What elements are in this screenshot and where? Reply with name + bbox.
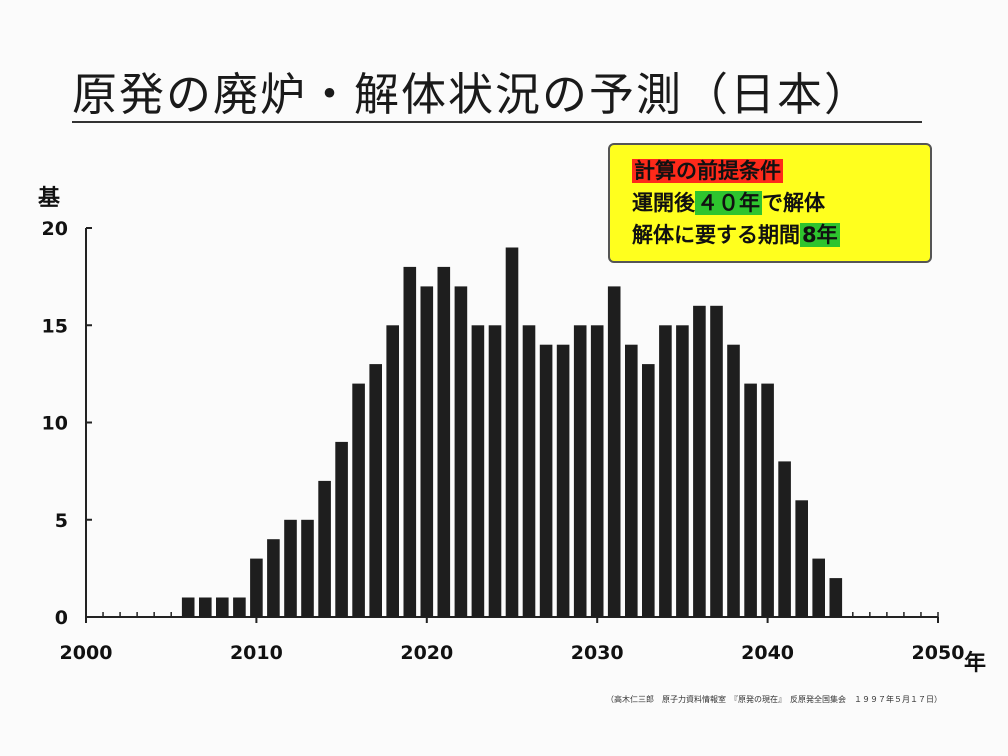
assumption-2-prefix: 解体に要する期間 bbox=[632, 223, 800, 247]
bar-2034 bbox=[659, 325, 672, 618]
assumption-1-prefix: 運開後 bbox=[632, 191, 695, 215]
bar-2043 bbox=[812, 558, 825, 617]
bar-2025 bbox=[505, 247, 519, 617]
bar-2017 bbox=[369, 364, 382, 617]
bar-2038 bbox=[727, 344, 740, 617]
bar-2032 bbox=[625, 344, 638, 617]
bar-2015 bbox=[335, 441, 348, 617]
bar-2019 bbox=[403, 266, 417, 617]
assumptions-box: 計算の前提条件 運開後４０年で解体 解体に要する期間8年 bbox=[608, 143, 932, 263]
bar-2029 bbox=[573, 325, 587, 618]
y-tick-label: 10 bbox=[42, 413, 68, 435]
y-tick-label: 20 bbox=[42, 218, 68, 240]
bar-2037 bbox=[710, 305, 723, 617]
bar-2030 bbox=[590, 325, 604, 618]
y-tick-label: 5 bbox=[55, 510, 68, 532]
bar-2026 bbox=[522, 325, 536, 618]
x-tick-label: 2000 bbox=[60, 642, 113, 664]
bar-2031 bbox=[607, 286, 621, 617]
bar-2023 bbox=[471, 325, 485, 618]
bar-2008 bbox=[216, 597, 229, 617]
x-axis-unit: 年 bbox=[964, 651, 987, 676]
title-underline bbox=[72, 121, 922, 123]
bar-2014 bbox=[318, 480, 331, 617]
assumption-1-highlight: ４０年 bbox=[695, 191, 762, 215]
bar-2044 bbox=[829, 578, 843, 617]
bar-2036 bbox=[693, 305, 706, 617]
assumption-duration-line: 解体に要する期間8年 bbox=[632, 219, 930, 251]
source-credit: （高木仁三郎 原子力資料情報室 『原発の現在』 反原発全国集会 １９９７年５月１… bbox=[606, 695, 942, 704]
y-axis-label: 基 bbox=[38, 186, 61, 211]
bar-2016 bbox=[352, 383, 365, 617]
bar-2006 bbox=[181, 597, 195, 617]
bar-2028 bbox=[556, 344, 570, 617]
bar-2020 bbox=[420, 286, 434, 617]
chart-title: 原発の廃炉・解体状況の予測（日本） bbox=[72, 68, 872, 121]
y-tick-label: 0 bbox=[55, 607, 68, 629]
bar-2012 bbox=[284, 519, 297, 618]
assumption-operation-line: 運開後４０年で解体 bbox=[632, 187, 930, 219]
bar-2040 bbox=[761, 383, 774, 617]
assumption-1-suffix: で解体 bbox=[762, 191, 825, 215]
x-tick-label: 2020 bbox=[400, 642, 453, 664]
bar-2039 bbox=[744, 383, 757, 617]
bar-2009 bbox=[233, 597, 246, 617]
bar-2024 bbox=[488, 325, 502, 618]
x-tick-label: 2040 bbox=[741, 642, 794, 664]
bar-2035 bbox=[676, 325, 689, 618]
bar-2018 bbox=[386, 325, 399, 618]
assumptions-heading: 計算の前提条件 bbox=[632, 159, 783, 183]
bar-2010 bbox=[250, 558, 263, 617]
bar-2021 bbox=[437, 266, 451, 617]
x-tick-label: 2050 bbox=[912, 642, 965, 664]
x-tick-label: 2010 bbox=[230, 642, 283, 664]
bar-2027 bbox=[539, 344, 553, 617]
bar-2022 bbox=[454, 286, 468, 617]
y-tick-label: 15 bbox=[42, 315, 68, 337]
bar-2041 bbox=[778, 461, 791, 617]
bar-2042 bbox=[795, 500, 808, 617]
bar-2011 bbox=[267, 539, 280, 617]
assumptions-heading-line: 計算の前提条件 bbox=[632, 155, 930, 187]
bar-2013 bbox=[301, 519, 314, 618]
x-tick-label: 2030 bbox=[571, 642, 624, 664]
bar-2033 bbox=[642, 364, 655, 617]
bar-2007 bbox=[199, 597, 212, 617]
assumption-2-highlight: 8年 bbox=[800, 223, 840, 247]
